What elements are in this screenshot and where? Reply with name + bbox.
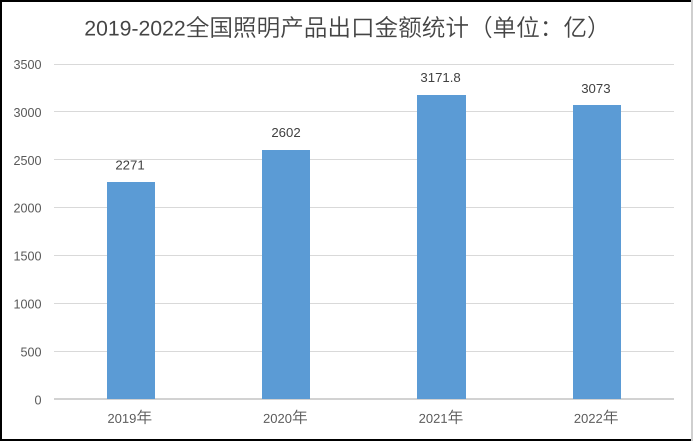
svg-text:1000: 1000 (13, 298, 41, 312)
svg-text:500: 500 (20, 346, 41, 360)
svg-text:1500: 1500 (13, 250, 41, 264)
svg-text:3000: 3000 (13, 106, 41, 120)
svg-text:2000: 2000 (13, 202, 41, 216)
svg-text:2602: 2602 (271, 125, 300, 140)
svg-text:3171.8: 3171.8 (420, 70, 460, 85)
svg-text:2500: 2500 (13, 154, 41, 168)
svg-text:3500: 3500 (13, 58, 41, 72)
svg-text:3073: 3073 (581, 81, 610, 96)
svg-text:2271: 2271 (115, 158, 144, 173)
svg-text:0: 0 (34, 393, 41, 407)
